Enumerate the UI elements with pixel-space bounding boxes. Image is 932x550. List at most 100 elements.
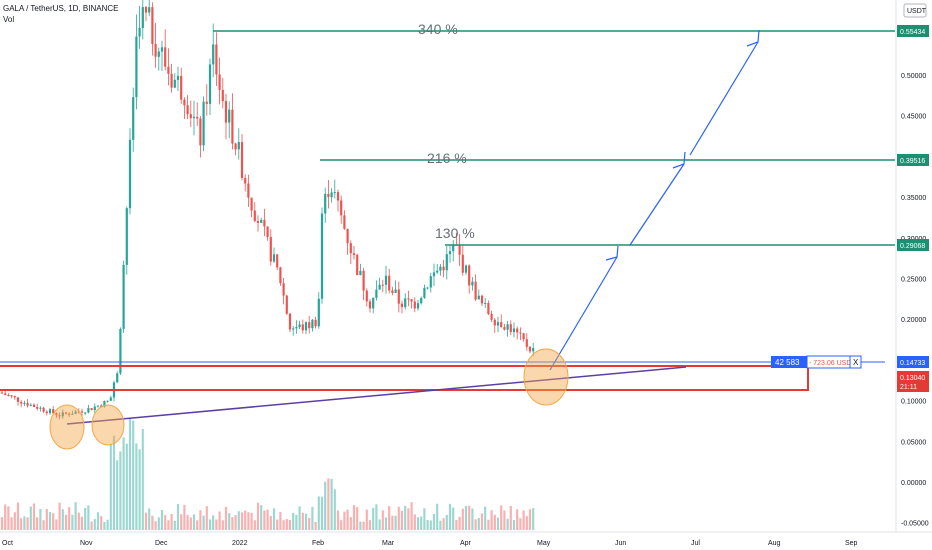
volume-bar: [362, 521, 365, 530]
volume-bar: [192, 514, 196, 530]
volume-bar: [39, 508, 42, 530]
candle-body: [525, 339, 528, 347]
order-widget[interactable]: 42 583 - 723.06 USD X: [771, 355, 862, 369]
candle-body: [20, 401, 23, 404]
volume-bar: [397, 506, 400, 530]
volume-bar: [372, 507, 375, 530]
volume-bar: [228, 513, 231, 530]
volume-bar: [234, 515, 237, 530]
candle-body: [55, 413, 58, 416]
volume-bar: [327, 478, 330, 530]
volume-bar: [455, 520, 458, 530]
volume-bar: [32, 503, 36, 530]
currency-label: USDT: [907, 8, 927, 15]
candle-body: [103, 401, 106, 407]
volume-bar: [388, 506, 391, 530]
volume-bar: [176, 503, 180, 530]
volume-bar: [90, 521, 93, 530]
volume-bar: [205, 506, 208, 530]
candle-body: [26, 402, 29, 406]
volume-bar: [320, 496, 324, 530]
volume-bar: [394, 515, 397, 530]
volume-bar: [29, 506, 32, 530]
volume-bar: [125, 443, 128, 530]
price-tag-label: 0.29068: [900, 243, 925, 250]
volume-bar: [352, 505, 356, 530]
volume-bar: [333, 489, 336, 530]
candle-body: [250, 197, 253, 211]
time-tick-label: Oct: [2, 540, 13, 547]
volume-bar: [116, 460, 119, 530]
volume-bar: [480, 513, 484, 530]
candle-body: [400, 303, 404, 308]
candle-body: [45, 411, 48, 414]
volume-bar: [442, 518, 445, 530]
price-axis-ticks: 0.500000.450000.400000.350000.300000.250…: [901, 73, 929, 528]
volume-bar: [490, 510, 493, 530]
candle-body: [29, 404, 32, 406]
candle-body: [253, 210, 256, 221]
volume-bar: [253, 520, 256, 530]
candle-body: [320, 213, 324, 299]
candle-body: [231, 109, 234, 144]
target-pct-130: 130 %: [435, 225, 475, 241]
volume-bar: [148, 508, 151, 530]
candle-body: [23, 402, 26, 404]
candle-body: [532, 348, 535, 352]
volume-bar: [244, 510, 247, 530]
candle-body: [260, 219, 263, 223]
candle-body: [365, 290, 368, 302]
volume-bar: [359, 521, 362, 530]
candle-body: [490, 314, 493, 320]
price-tick-label: -0.05000: [901, 521, 929, 528]
candle-body: [423, 287, 426, 298]
candle-body: [404, 298, 407, 308]
candle-body: [340, 200, 343, 216]
candle-body: [372, 297, 375, 309]
candle-body: [247, 183, 250, 198]
volume-bar: [503, 510, 506, 530]
volume-bar: [496, 517, 500, 530]
volume-bar: [477, 517, 480, 530]
target-pct-340: 340 %: [418, 21, 458, 37]
price-tag-label: 0.55434: [900, 29, 925, 36]
candle-body: [346, 228, 349, 244]
candle-body: [368, 301, 372, 309]
candle-body: [420, 297, 423, 304]
volume-bar: [461, 508, 464, 530]
candle-body: [90, 408, 93, 411]
volume-bar: [173, 520, 176, 530]
candle-body: [154, 43, 157, 57]
price-tag: [897, 25, 929, 37]
volume-bar: [324, 481, 327, 530]
volume-bar: [439, 520, 442, 530]
candle-body: [205, 101, 208, 104]
candle-body: [317, 298, 320, 327]
candle-body: [144, 7, 148, 13]
volume-bar: [276, 519, 279, 530]
volume-bar: [384, 517, 388, 530]
volume-bar: [471, 508, 474, 530]
candle-body: [141, 7, 144, 29]
volume-bar: [317, 496, 320, 530]
candle-body: [356, 254, 359, 276]
volume-bar: [420, 516, 423, 530]
candle-body: [4, 393, 7, 395]
currency-button[interactable]: [903, 3, 927, 18]
candle-body: [135, 36, 138, 98]
price-tick-label: 0.35000: [901, 195, 926, 202]
volume-bar: [375, 504, 378, 530]
volume-bar: [48, 512, 52, 530]
candle-body: [208, 64, 212, 104]
candle-body: [285, 295, 288, 314]
price-tags: 0.55434 0.39516 0.29068 0.14733 0.13040 21:11: [897, 25, 929, 392]
candle-body: [39, 407, 42, 409]
order-close-button[interactable]: [849, 355, 862, 369]
volume-bar: [295, 514, 298, 530]
volume-bar: [429, 520, 432, 530]
volume-bar: [509, 505, 512, 530]
candle-body: [218, 74, 221, 90]
highlight-circle-1: [49, 404, 85, 450]
volume-bars: [0, 418, 535, 530]
